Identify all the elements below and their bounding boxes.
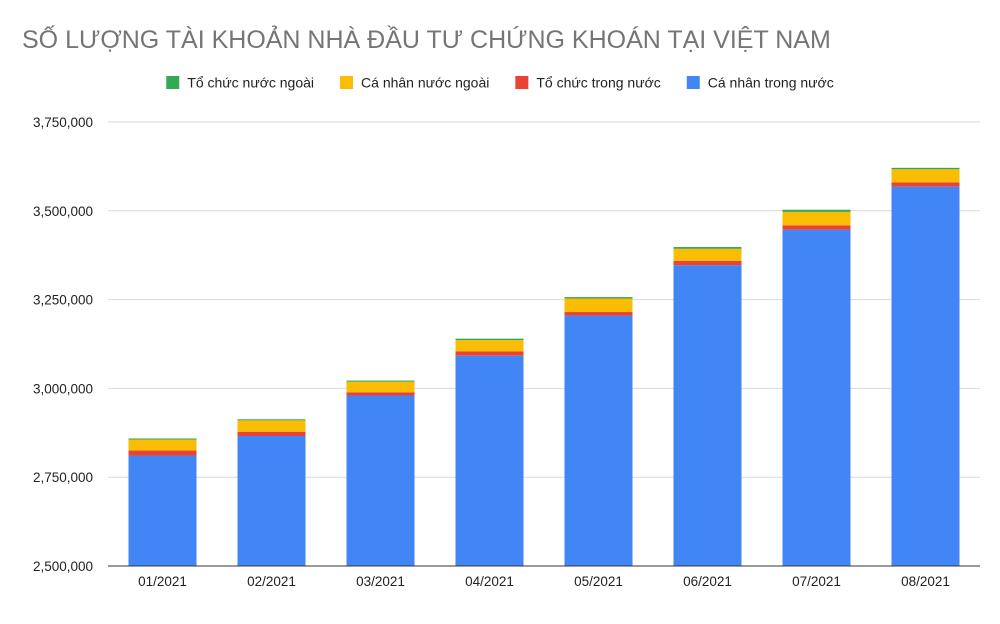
y-tick-label: 3,250,000 <box>33 293 93 308</box>
bar-segment <box>891 182 960 187</box>
bar-segment <box>891 169 960 183</box>
bar-stack <box>455 338 524 566</box>
bar-segment <box>346 381 415 393</box>
bar-stack <box>237 419 306 566</box>
bar-stack <box>782 209 851 566</box>
bar-segment <box>237 431 306 436</box>
bar-segment <box>455 355 524 566</box>
legend-label: Cá nhân nước ngoài <box>361 75 489 91</box>
x-axis-ticks: 01/2021 02/2021 03/2021 04/2021 05/2021 06/20… <box>138 574 950 589</box>
bar-segment <box>891 167 960 170</box>
legend-label: Tổ chức trong nước <box>536 75 660 91</box>
bar-segment <box>455 340 524 352</box>
bar-segment <box>237 435 306 566</box>
y-axis-ticks: 2,500,000 2,750,000 3,000,000 3,250,000 3,50… <box>33 115 93 574</box>
bar-segment <box>237 419 306 421</box>
y-tick-label: 3,750,000 <box>33 115 93 130</box>
bar-segment <box>673 247 742 249</box>
bar-segment <box>891 186 960 566</box>
x-tick-label: 05/2021 <box>574 574 623 589</box>
bar-segment <box>346 380 415 382</box>
bar-segment <box>564 312 633 316</box>
y-tick-label: 3,000,000 <box>33 381 93 396</box>
bar-segment <box>455 338 524 341</box>
bar-segment <box>128 455 197 566</box>
legend-swatch <box>515 76 529 89</box>
x-tick-label: 07/2021 <box>792 574 841 589</box>
bar-segment <box>128 450 197 456</box>
legend-item: Tổ chức nước ngoài <box>166 75 314 91</box>
bar-segment <box>237 420 306 432</box>
y-tick-label: 2,750,000 <box>33 470 93 485</box>
legend-item: Cá nhân trong nước <box>686 75 834 91</box>
legend-label: Cá nhân trong nước <box>708 75 834 91</box>
x-tick-label: 02/2021 <box>247 574 296 589</box>
bar-segment <box>673 260 742 266</box>
legend-swatch <box>340 76 354 89</box>
bar-segment <box>564 298 633 313</box>
bar-stack <box>128 438 197 566</box>
bar-segment <box>128 438 197 440</box>
bar-segment <box>673 248 742 261</box>
legend-label: Tổ chức nước ngoài <box>187 75 314 91</box>
x-tick-label: 04/2021 <box>465 574 514 589</box>
bar-segment <box>128 439 197 451</box>
legend: Tổ chức nước ngoài Cá nhân nước ngoài Tổ c… <box>166 75 834 91</box>
legend-item: Tổ chức trong nước <box>515 75 661 91</box>
bar-segment <box>564 315 633 566</box>
legend-swatch <box>686 76 700 89</box>
bar-stack <box>564 297 633 566</box>
bars <box>108 167 980 567</box>
bar-segment <box>782 229 851 566</box>
y-tick-label: 3,500,000 <box>33 204 93 219</box>
chart-title: SỐ LƯỢNG TÀI KHOẢN NHÀ ĐẦU TƯ CHỨNG KHOÁ… <box>22 24 831 54</box>
bar-stack <box>891 167 960 566</box>
legend-swatch <box>166 76 180 89</box>
y-tick-label: 2,500,000 <box>33 559 93 574</box>
x-tick-label: 08/2021 <box>901 574 950 589</box>
bar-segment <box>782 209 851 212</box>
x-tick-label: 06/2021 <box>683 574 732 589</box>
bar-segment <box>782 225 851 230</box>
bar-segment <box>564 297 633 299</box>
x-tick-label: 01/2021 <box>138 574 187 589</box>
bar-segment <box>673 265 742 566</box>
bar-stack <box>346 380 415 566</box>
bar-segment <box>346 392 415 396</box>
bar-segment <box>346 395 415 566</box>
legend-item: Cá nhân nước ngoài <box>340 75 489 91</box>
bar-segment <box>782 211 851 226</box>
x-tick-label: 03/2021 <box>356 574 405 589</box>
bar-stack <box>673 247 742 566</box>
bar-segment <box>455 351 524 356</box>
